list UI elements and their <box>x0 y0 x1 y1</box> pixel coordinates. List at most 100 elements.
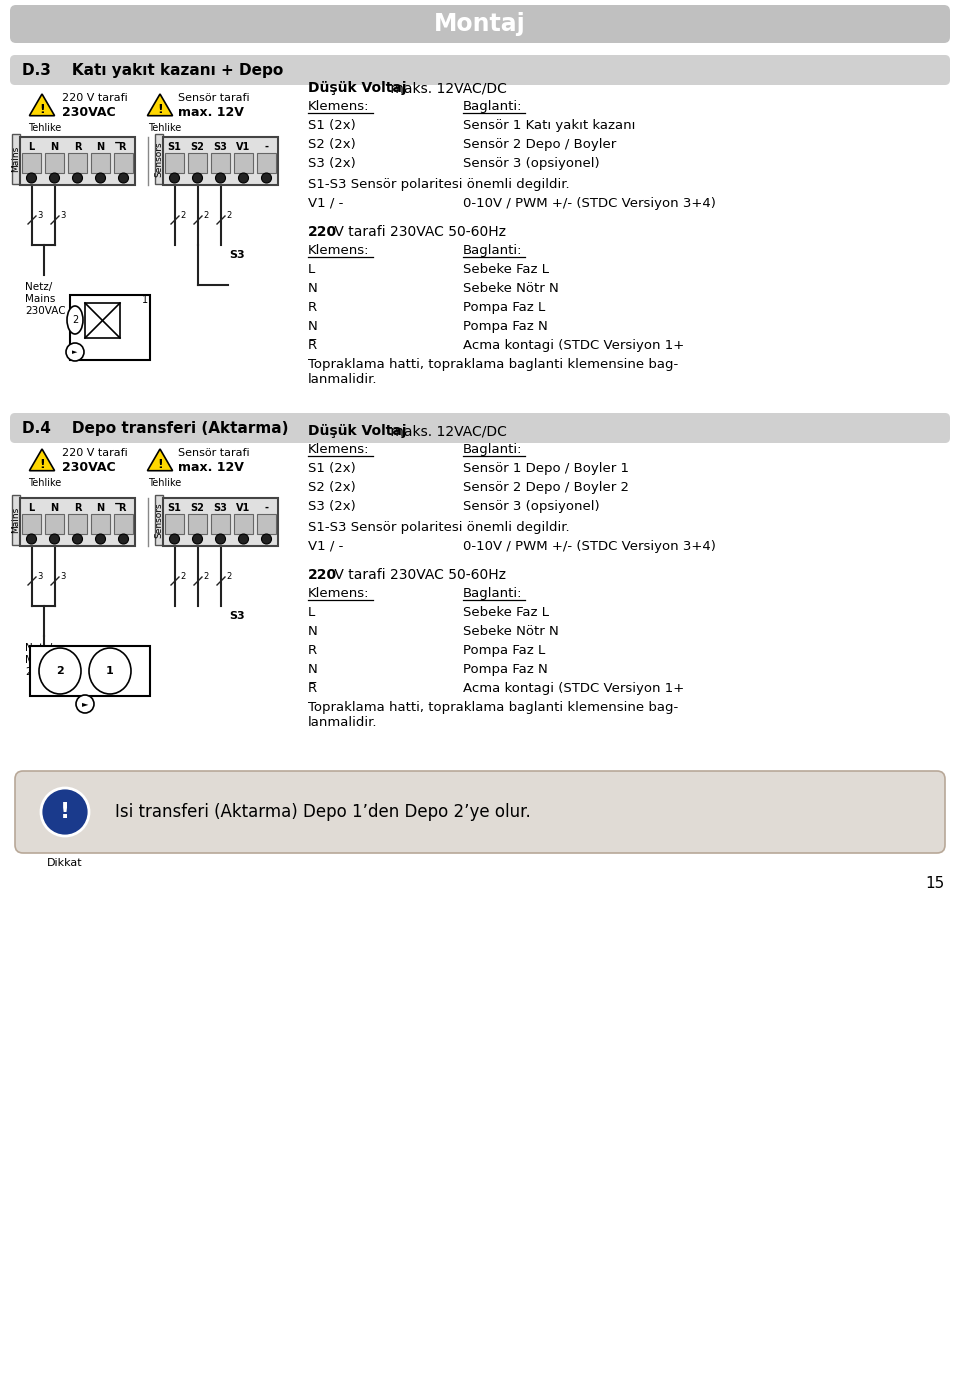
Text: S1 (2x): S1 (2x) <box>308 118 356 131</box>
Circle shape <box>261 173 272 183</box>
Text: N: N <box>51 142 59 152</box>
Bar <box>165 153 184 173</box>
Text: Tehlike: Tehlike <box>28 123 61 132</box>
Bar <box>22 514 41 534</box>
Text: Sensör 2 Depo / Boyler: Sensör 2 Depo / Boyler <box>463 138 616 151</box>
Text: 1: 1 <box>142 296 148 305</box>
Text: V tarafi 230VAC 50-60Hz: V tarafi 230VAC 50-60Hz <box>330 567 506 583</box>
Text: Netz/: Netz/ <box>26 643 53 652</box>
Text: Pompa Faz N: Pompa Faz N <box>463 319 548 333</box>
Circle shape <box>170 534 180 544</box>
Bar <box>68 514 87 534</box>
Circle shape <box>238 173 249 183</box>
Circle shape <box>170 173 180 183</box>
Text: S2 (2x): S2 (2x) <box>308 138 356 151</box>
Text: Sensör 1 Katı yakıt kazanı: Sensör 1 Katı yakıt kazanı <box>463 118 636 131</box>
Text: Baglanti:: Baglanti: <box>463 587 522 599</box>
Text: V1: V1 <box>236 503 251 513</box>
Text: -: - <box>265 142 269 152</box>
Text: 2: 2 <box>180 572 185 580</box>
Circle shape <box>76 696 94 712</box>
Text: D.3    Katı yakıt kazanı + Depo: D.3 Katı yakıt kazanı + Depo <box>22 63 283 78</box>
Text: Sensors: Sensors <box>155 502 163 538</box>
Text: 230VAC: 230VAC <box>26 307 66 316</box>
Circle shape <box>193 534 203 544</box>
Bar <box>22 153 41 173</box>
Text: V1 / -: V1 / - <box>308 197 344 209</box>
Text: Sensors: Sensors <box>155 141 163 177</box>
Text: N: N <box>96 503 105 513</box>
Text: S1-S3 Sensör polaritesi önemli degildir.: S1-S3 Sensör polaritesi önemli degildir. <box>308 177 569 191</box>
FancyBboxPatch shape <box>10 54 950 85</box>
Polygon shape <box>148 449 173 471</box>
Polygon shape <box>148 93 173 116</box>
Bar <box>85 302 120 337</box>
Text: N: N <box>96 142 105 152</box>
Text: S1 (2x): S1 (2x) <box>308 461 356 474</box>
Circle shape <box>41 788 89 836</box>
Text: Sensör 2 Depo / Boyler 2: Sensör 2 Depo / Boyler 2 <box>463 481 629 493</box>
Bar <box>163 498 278 546</box>
Text: lanmalidir.: lanmalidir. <box>308 372 377 386</box>
Text: Mains: Mains <box>12 507 20 533</box>
Text: Acma kontagi (STDC Versiyon 1+: Acma kontagi (STDC Versiyon 1+ <box>463 682 684 694</box>
Bar <box>20 498 135 546</box>
FancyBboxPatch shape <box>10 6 950 43</box>
Text: ►: ► <box>82 700 88 708</box>
Text: D.4    Depo transferi (Aktarma): D.4 Depo transferi (Aktarma) <box>22 421 289 435</box>
Text: S1: S1 <box>168 142 181 152</box>
Text: -: - <box>265 503 269 513</box>
Text: Sebeke Faz L: Sebeke Faz L <box>463 262 549 276</box>
Bar <box>45 514 64 534</box>
Text: ̅R: ̅R <box>120 503 128 513</box>
Text: maks. 12VAC/DC: maks. 12VAC/DC <box>386 424 507 438</box>
Bar <box>257 153 276 173</box>
Text: 2: 2 <box>203 210 208 219</box>
FancyBboxPatch shape <box>10 413 950 443</box>
Circle shape <box>215 534 226 544</box>
Bar <box>188 514 207 534</box>
Text: Mains: Mains <box>12 146 20 171</box>
Text: ̅R: ̅R <box>120 142 128 152</box>
Text: 3: 3 <box>60 210 65 219</box>
Text: 3: 3 <box>60 572 65 580</box>
Bar <box>257 514 276 534</box>
Text: Düşük Voltaj: Düşük Voltaj <box>308 81 406 95</box>
Text: V1 / -: V1 / - <box>308 539 344 552</box>
Polygon shape <box>30 449 55 471</box>
Circle shape <box>66 343 84 361</box>
Text: ►: ► <box>72 348 78 355</box>
Bar <box>91 514 110 534</box>
Bar <box>12 495 20 545</box>
Circle shape <box>118 173 129 183</box>
Text: S3 (2x): S3 (2x) <box>308 499 356 513</box>
Ellipse shape <box>89 648 131 694</box>
Text: Düşük Voltaj: Düşük Voltaj <box>308 424 406 438</box>
Text: N: N <box>308 625 318 637</box>
Text: L: L <box>308 605 315 619</box>
Bar <box>45 153 64 173</box>
Text: S1: S1 <box>168 503 181 513</box>
Bar <box>12 134 20 184</box>
Bar <box>30 645 150 696</box>
Text: Sensör tarafi: Sensör tarafi <box>178 93 250 103</box>
Text: Topraklama hatti, topraklama baglanti klemensine bag-: Topraklama hatti, topraklama baglanti kl… <box>308 357 679 371</box>
Text: Tehlike: Tehlike <box>28 478 61 488</box>
Circle shape <box>118 534 129 544</box>
Text: Sensör 1 Depo / Boyler 1: Sensör 1 Depo / Boyler 1 <box>463 461 629 474</box>
Text: !: ! <box>157 103 163 116</box>
Text: 230VAC: 230VAC <box>26 666 66 677</box>
Text: !: ! <box>157 457 163 471</box>
Text: Pompa Faz L: Pompa Faz L <box>463 644 545 657</box>
Text: L: L <box>29 142 35 152</box>
Text: 230VAC: 230VAC <box>62 106 115 118</box>
Circle shape <box>73 173 83 183</box>
Text: V1: V1 <box>236 142 251 152</box>
Circle shape <box>50 173 60 183</box>
Text: 220 V tarafi: 220 V tarafi <box>62 93 128 103</box>
Text: Isi transferi (Aktarma) Depo 1’den Depo 2’ye olur.: Isi transferi (Aktarma) Depo 1’den Depo … <box>115 803 531 821</box>
Text: !: ! <box>39 103 45 116</box>
Text: S2 (2x): S2 (2x) <box>308 481 356 493</box>
Text: Tehlike: Tehlike <box>148 478 181 488</box>
Text: Sebeke Nötr N: Sebeke Nötr N <box>463 282 559 294</box>
